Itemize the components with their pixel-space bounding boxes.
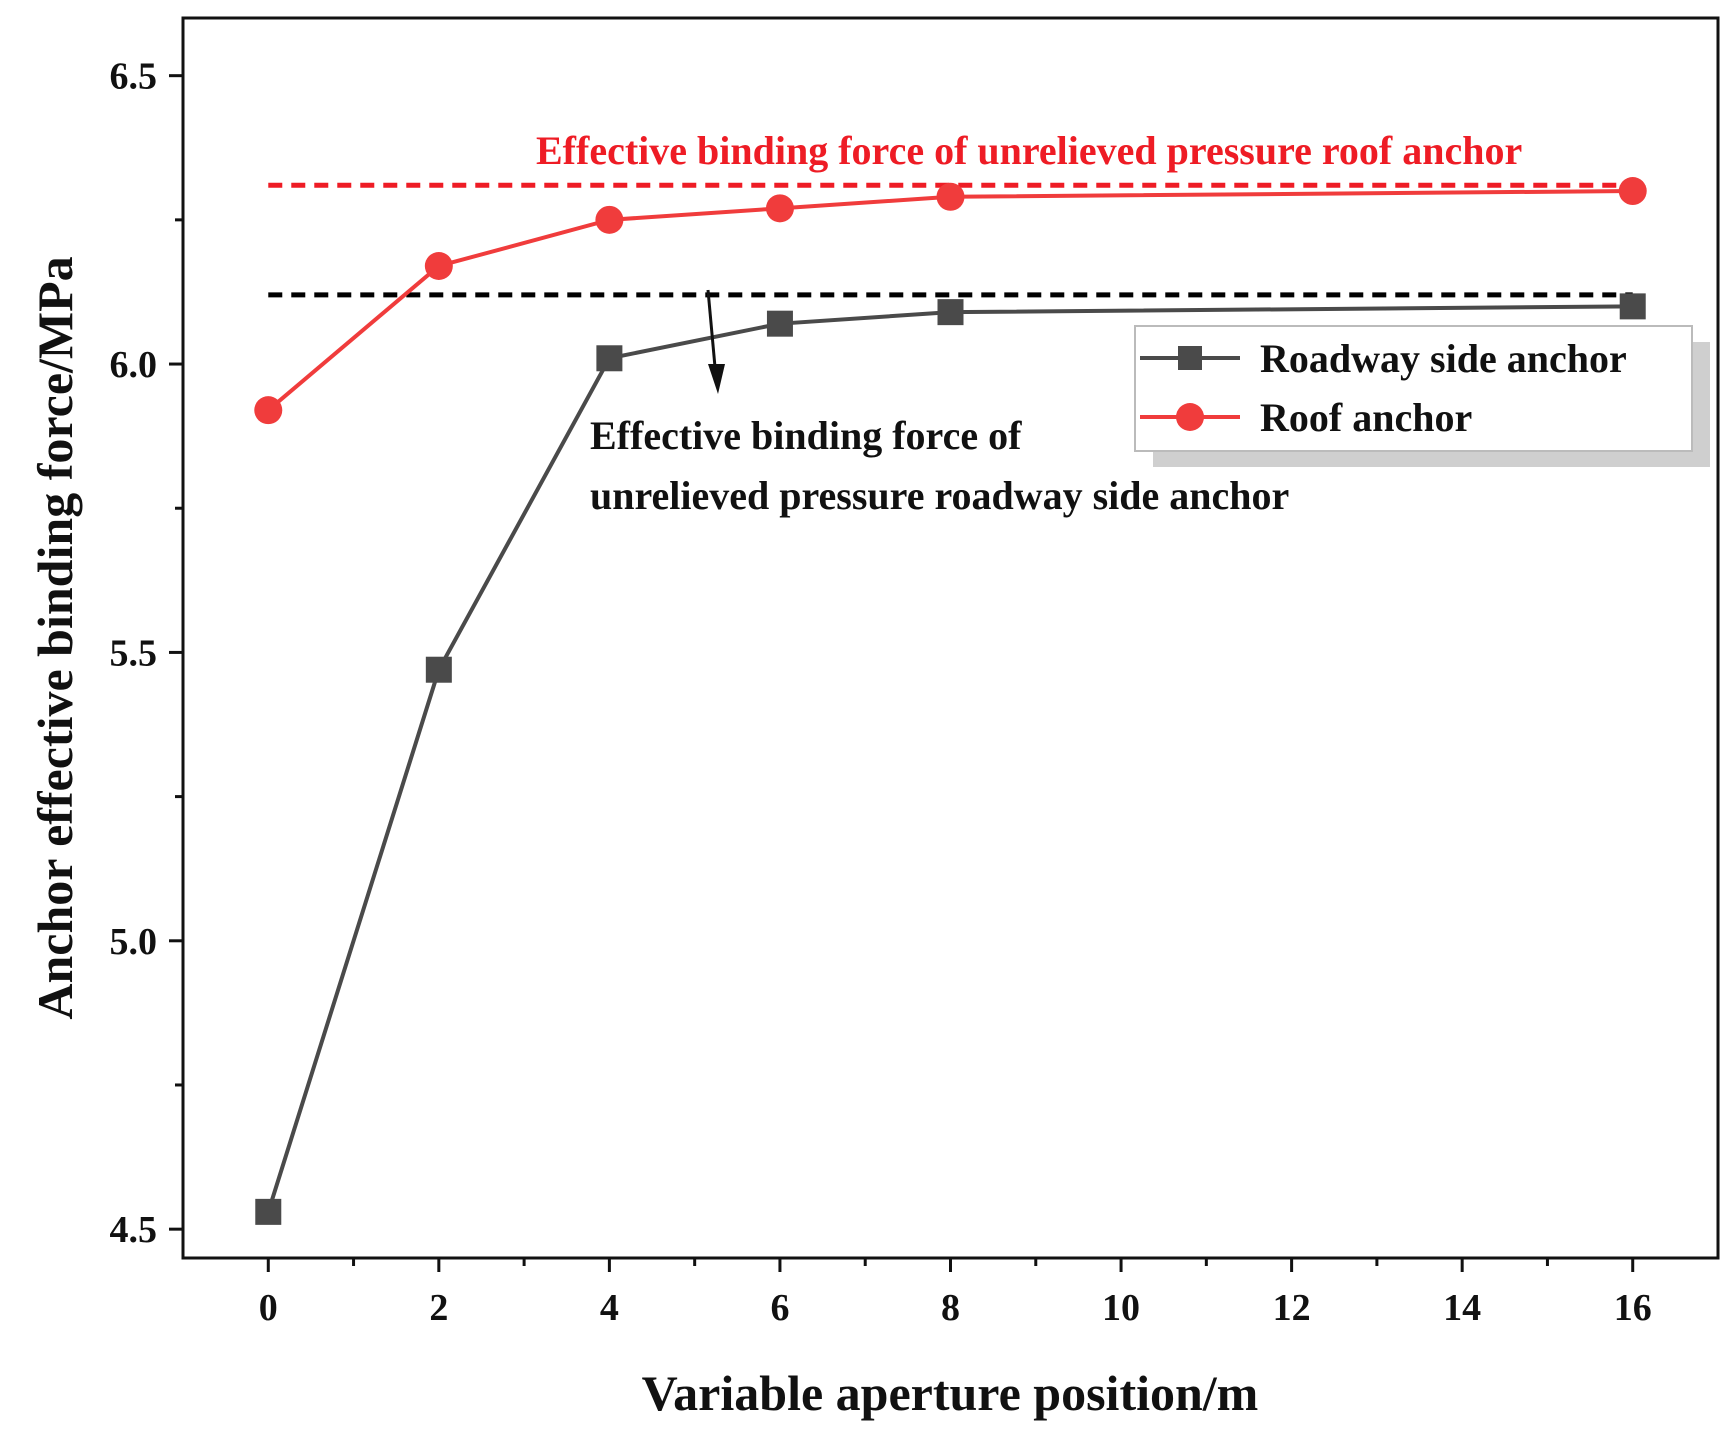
x-tick-label: 10 bbox=[1102, 1287, 1140, 1329]
data-point-circle bbox=[254, 396, 283, 425]
y-tick-label: 4.5 bbox=[110, 1209, 158, 1251]
x-tick-label: 2 bbox=[429, 1287, 448, 1329]
data-point-circle bbox=[936, 182, 965, 211]
data-point-circle bbox=[765, 194, 794, 223]
y-tick-label: 5.0 bbox=[110, 921, 158, 963]
legend-label-roadway-side-anchor: Roadway side anchor bbox=[1260, 336, 1627, 381]
x-tick-label: 12 bbox=[1273, 1287, 1311, 1329]
data-point-circle bbox=[424, 252, 453, 280]
data-point-square bbox=[1619, 293, 1646, 320]
y-axis-ticks: 4.5 5.0 5.5 6.0 6.5 bbox=[110, 56, 183, 1251]
x-tick-label: 4 bbox=[600, 1287, 619, 1329]
legend: Roadway side anchor Roof anchor bbox=[1134, 325, 1710, 467]
data-point-square bbox=[766, 310, 793, 337]
series-line bbox=[266, 189, 1633, 412]
y-tick-label: 6.5 bbox=[110, 56, 158, 98]
x-tick-label: 14 bbox=[1443, 1287, 1481, 1329]
y-tick-label: 6.0 bbox=[110, 344, 158, 386]
roof-reference-label: Effective binding force of unrelieved pr… bbox=[536, 128, 1522, 173]
y-tick-label: 5.5 bbox=[110, 632, 158, 674]
legend-label-roof-anchor: Roof anchor bbox=[1260, 395, 1472, 440]
legend-entry-roof-anchor: Roof anchor bbox=[1140, 395, 1472, 440]
x-tick-label: 8 bbox=[941, 1287, 960, 1329]
data-point-circle bbox=[1618, 177, 1647, 206]
legend-box bbox=[1134, 325, 1693, 452]
legend-entry-roadway-side-anchor: Roadway side anchor bbox=[1140, 336, 1627, 381]
data-point-square bbox=[596, 345, 623, 372]
data-point-circle bbox=[595, 205, 624, 234]
legend-square-marker bbox=[1178, 346, 1202, 370]
y-axis-title: Anchor effective binding force/MPa bbox=[27, 256, 83, 1019]
side-reference-label-line1: Effective binding force of bbox=[590, 413, 1022, 458]
x-tick-label: 16 bbox=[1614, 1287, 1652, 1329]
series-layer bbox=[254, 177, 1647, 1225]
data-point-square bbox=[255, 1198, 282, 1225]
reference-lines bbox=[268, 182, 1633, 298]
side-reference-label-line2: unrelieved pressure roadway side anchor bbox=[590, 473, 1289, 518]
x-tick-label: 0 bbox=[259, 1287, 278, 1329]
x-axis-ticks: 0 2 4 6 8 10 12 14 16 bbox=[259, 1258, 1652, 1329]
annotation-arrow bbox=[706, 289, 725, 394]
x-tick-label: 6 bbox=[770, 1287, 789, 1329]
x-axis-title: Variable aperture position/m bbox=[642, 1365, 1259, 1421]
data-point-square bbox=[425, 656, 452, 683]
series-line bbox=[266, 304, 1633, 1213]
legend-circle-marker bbox=[1176, 403, 1204, 431]
data-point-square bbox=[937, 299, 964, 326]
